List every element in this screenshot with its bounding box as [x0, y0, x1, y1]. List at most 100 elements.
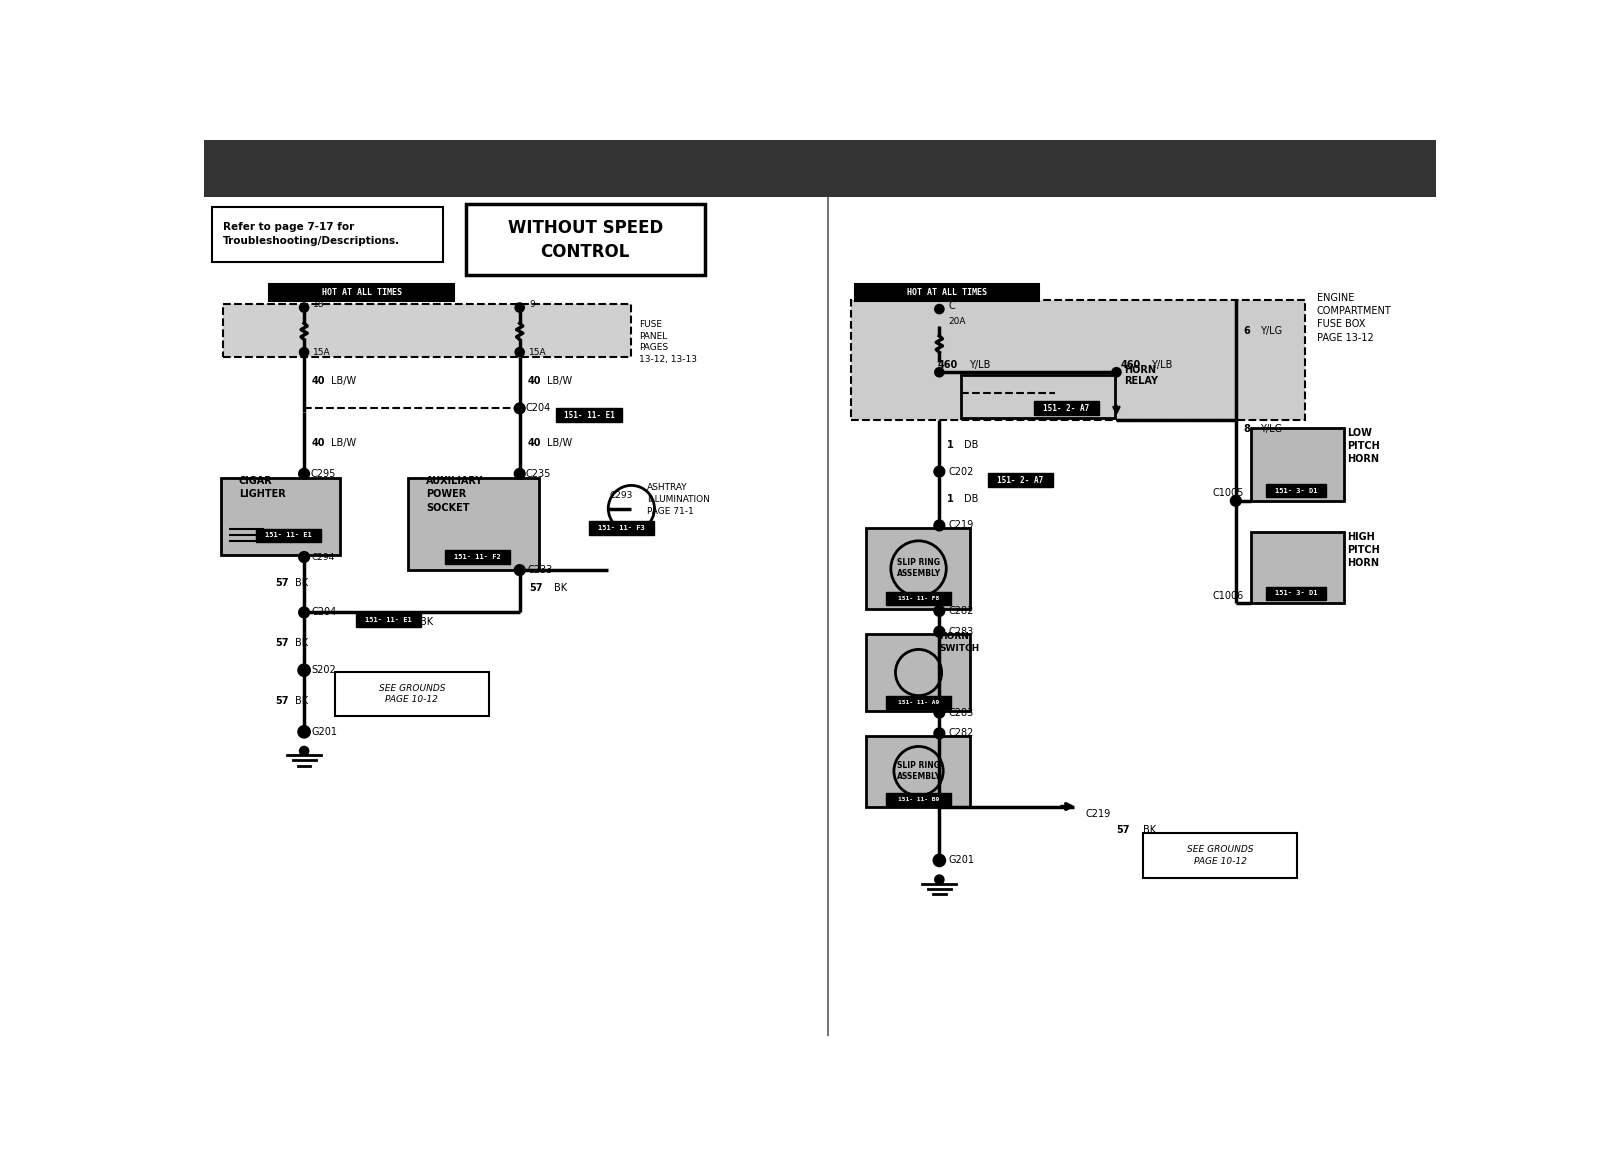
Text: 57: 57: [275, 696, 288, 707]
Text: HORN
SWITCH: HORN SWITCH: [939, 632, 979, 653]
Text: 151- 11- E1: 151- 11- E1: [563, 411, 614, 420]
Text: 57: 57: [275, 638, 288, 648]
FancyBboxPatch shape: [334, 672, 490, 716]
Text: 151- 3- D1: 151- 3- D1: [1275, 590, 1317, 596]
FancyBboxPatch shape: [357, 613, 421, 627]
Text: LB/W: LB/W: [331, 376, 357, 386]
Text: BK: BK: [419, 617, 432, 626]
Text: C283: C283: [949, 708, 974, 717]
Text: 151- 11- F2: 151- 11- F2: [454, 554, 501, 560]
Circle shape: [933, 854, 946, 866]
FancyBboxPatch shape: [1034, 402, 1099, 416]
FancyBboxPatch shape: [854, 284, 1040, 300]
Text: 1: 1: [947, 494, 954, 504]
Text: HOT AT ALL TIMES: HOT AT ALL TIMES: [907, 288, 987, 297]
Text: C282: C282: [949, 729, 974, 738]
Text: 40: 40: [528, 438, 541, 448]
Text: 40: 40: [528, 376, 541, 386]
Text: Y/LB: Y/LB: [1150, 361, 1173, 370]
FancyBboxPatch shape: [886, 696, 950, 709]
FancyBboxPatch shape: [1251, 532, 1344, 603]
Text: 57: 57: [275, 579, 288, 588]
Text: C282: C282: [949, 606, 974, 616]
Circle shape: [514, 403, 525, 413]
Text: Y/LG: Y/LG: [1261, 326, 1283, 336]
FancyBboxPatch shape: [886, 793, 950, 807]
Circle shape: [1112, 368, 1122, 377]
Text: DB: DB: [963, 440, 978, 449]
Text: AUXILIARY
POWER
SOCKET: AUXILIARY POWER SOCKET: [426, 476, 483, 512]
Text: 20A: 20A: [949, 317, 966, 326]
Text: C283: C283: [949, 626, 974, 637]
Text: CIGAR
LIGHTER: CIGAR LIGHTER: [238, 476, 285, 499]
Circle shape: [1230, 496, 1242, 506]
Text: C294: C294: [312, 553, 334, 561]
Text: Y/LG: Y/LG: [1261, 424, 1283, 434]
Text: 151- 2- A7: 151- 2- A7: [1043, 404, 1090, 413]
Text: 151- 11- F8: 151- 11- F8: [898, 596, 939, 601]
Text: LB/W: LB/W: [547, 438, 571, 448]
Text: 8: 8: [1243, 424, 1250, 434]
FancyBboxPatch shape: [866, 527, 970, 609]
Text: 57: 57: [530, 583, 542, 592]
Circle shape: [514, 565, 525, 575]
Text: 460: 460: [1120, 361, 1141, 370]
Circle shape: [299, 746, 309, 755]
Text: Refer to page 7-17 for
Troubleshooting/Descriptions.: Refer to page 7-17 for Troubleshooting/D…: [224, 222, 400, 247]
Text: C204: C204: [312, 608, 338, 617]
Circle shape: [934, 305, 944, 314]
FancyBboxPatch shape: [851, 300, 1306, 420]
Circle shape: [298, 663, 310, 676]
Circle shape: [515, 303, 525, 312]
Text: 1: 1: [947, 440, 954, 449]
Text: BK: BK: [294, 638, 307, 648]
Text: FUSE
PANEL
PAGES
13-12, 13-13: FUSE PANEL PAGES 13-12, 13-13: [638, 320, 698, 364]
Text: G201: G201: [949, 856, 974, 865]
Circle shape: [299, 468, 309, 480]
Circle shape: [934, 875, 944, 885]
Text: 151- 2- A7: 151- 2- A7: [997, 476, 1043, 484]
Text: SEE GROUNDS
PAGE 10-12: SEE GROUNDS PAGE 10-12: [1187, 845, 1254, 866]
Text: 57: 57: [1117, 824, 1130, 835]
Text: C293: C293: [610, 491, 634, 499]
Text: BK: BK: [1144, 824, 1157, 835]
Text: 460: 460: [938, 361, 958, 370]
Text: Y/LB: Y/LB: [968, 361, 990, 370]
FancyBboxPatch shape: [589, 520, 654, 534]
FancyBboxPatch shape: [866, 634, 970, 711]
Text: HOT AT ALL TIMES: HOT AT ALL TIMES: [322, 288, 402, 297]
Text: SEE GROUNDS
PAGE 10-12: SEE GROUNDS PAGE 10-12: [379, 683, 445, 704]
Text: SLIP RING
ASSEMBLY: SLIP RING ASSEMBLY: [896, 761, 941, 781]
Text: C233: C233: [528, 565, 552, 575]
FancyBboxPatch shape: [1251, 427, 1344, 501]
Circle shape: [298, 725, 310, 738]
Circle shape: [299, 303, 309, 312]
Bar: [203, 140, 1437, 197]
Circle shape: [934, 605, 944, 616]
Text: 40: 40: [312, 376, 325, 386]
FancyBboxPatch shape: [256, 528, 322, 542]
Text: 151- 11- E1: 151- 11- E1: [365, 617, 413, 623]
Text: LB/W: LB/W: [331, 438, 357, 448]
Circle shape: [934, 708, 944, 718]
Text: 151- 11- E1: 151- 11- E1: [266, 532, 312, 539]
Circle shape: [514, 468, 525, 480]
FancyBboxPatch shape: [408, 477, 539, 570]
Text: C295: C295: [310, 469, 336, 478]
Text: HIGH
PITCH
HORN: HIGH PITCH HORN: [1347, 532, 1381, 568]
Text: 151- 11- B9: 151- 11- B9: [898, 797, 939, 802]
Text: C: C: [949, 301, 955, 311]
Text: ASHTRAY
ILLUMINATION
PAGE 71-1: ASHTRAY ILLUMINATION PAGE 71-1: [646, 483, 710, 516]
Text: 151- 11- F3: 151- 11- F3: [598, 525, 645, 531]
Text: HORN
RELAY: HORN RELAY: [1125, 364, 1158, 386]
Text: DB: DB: [963, 494, 978, 504]
Circle shape: [299, 608, 309, 618]
FancyBboxPatch shape: [211, 207, 443, 262]
Text: 40: 40: [312, 438, 325, 448]
FancyBboxPatch shape: [886, 592, 950, 605]
Circle shape: [934, 368, 944, 377]
Text: 15A: 15A: [530, 348, 547, 356]
Text: S202: S202: [312, 665, 336, 675]
FancyBboxPatch shape: [962, 375, 1115, 418]
Text: C202: C202: [949, 467, 974, 476]
